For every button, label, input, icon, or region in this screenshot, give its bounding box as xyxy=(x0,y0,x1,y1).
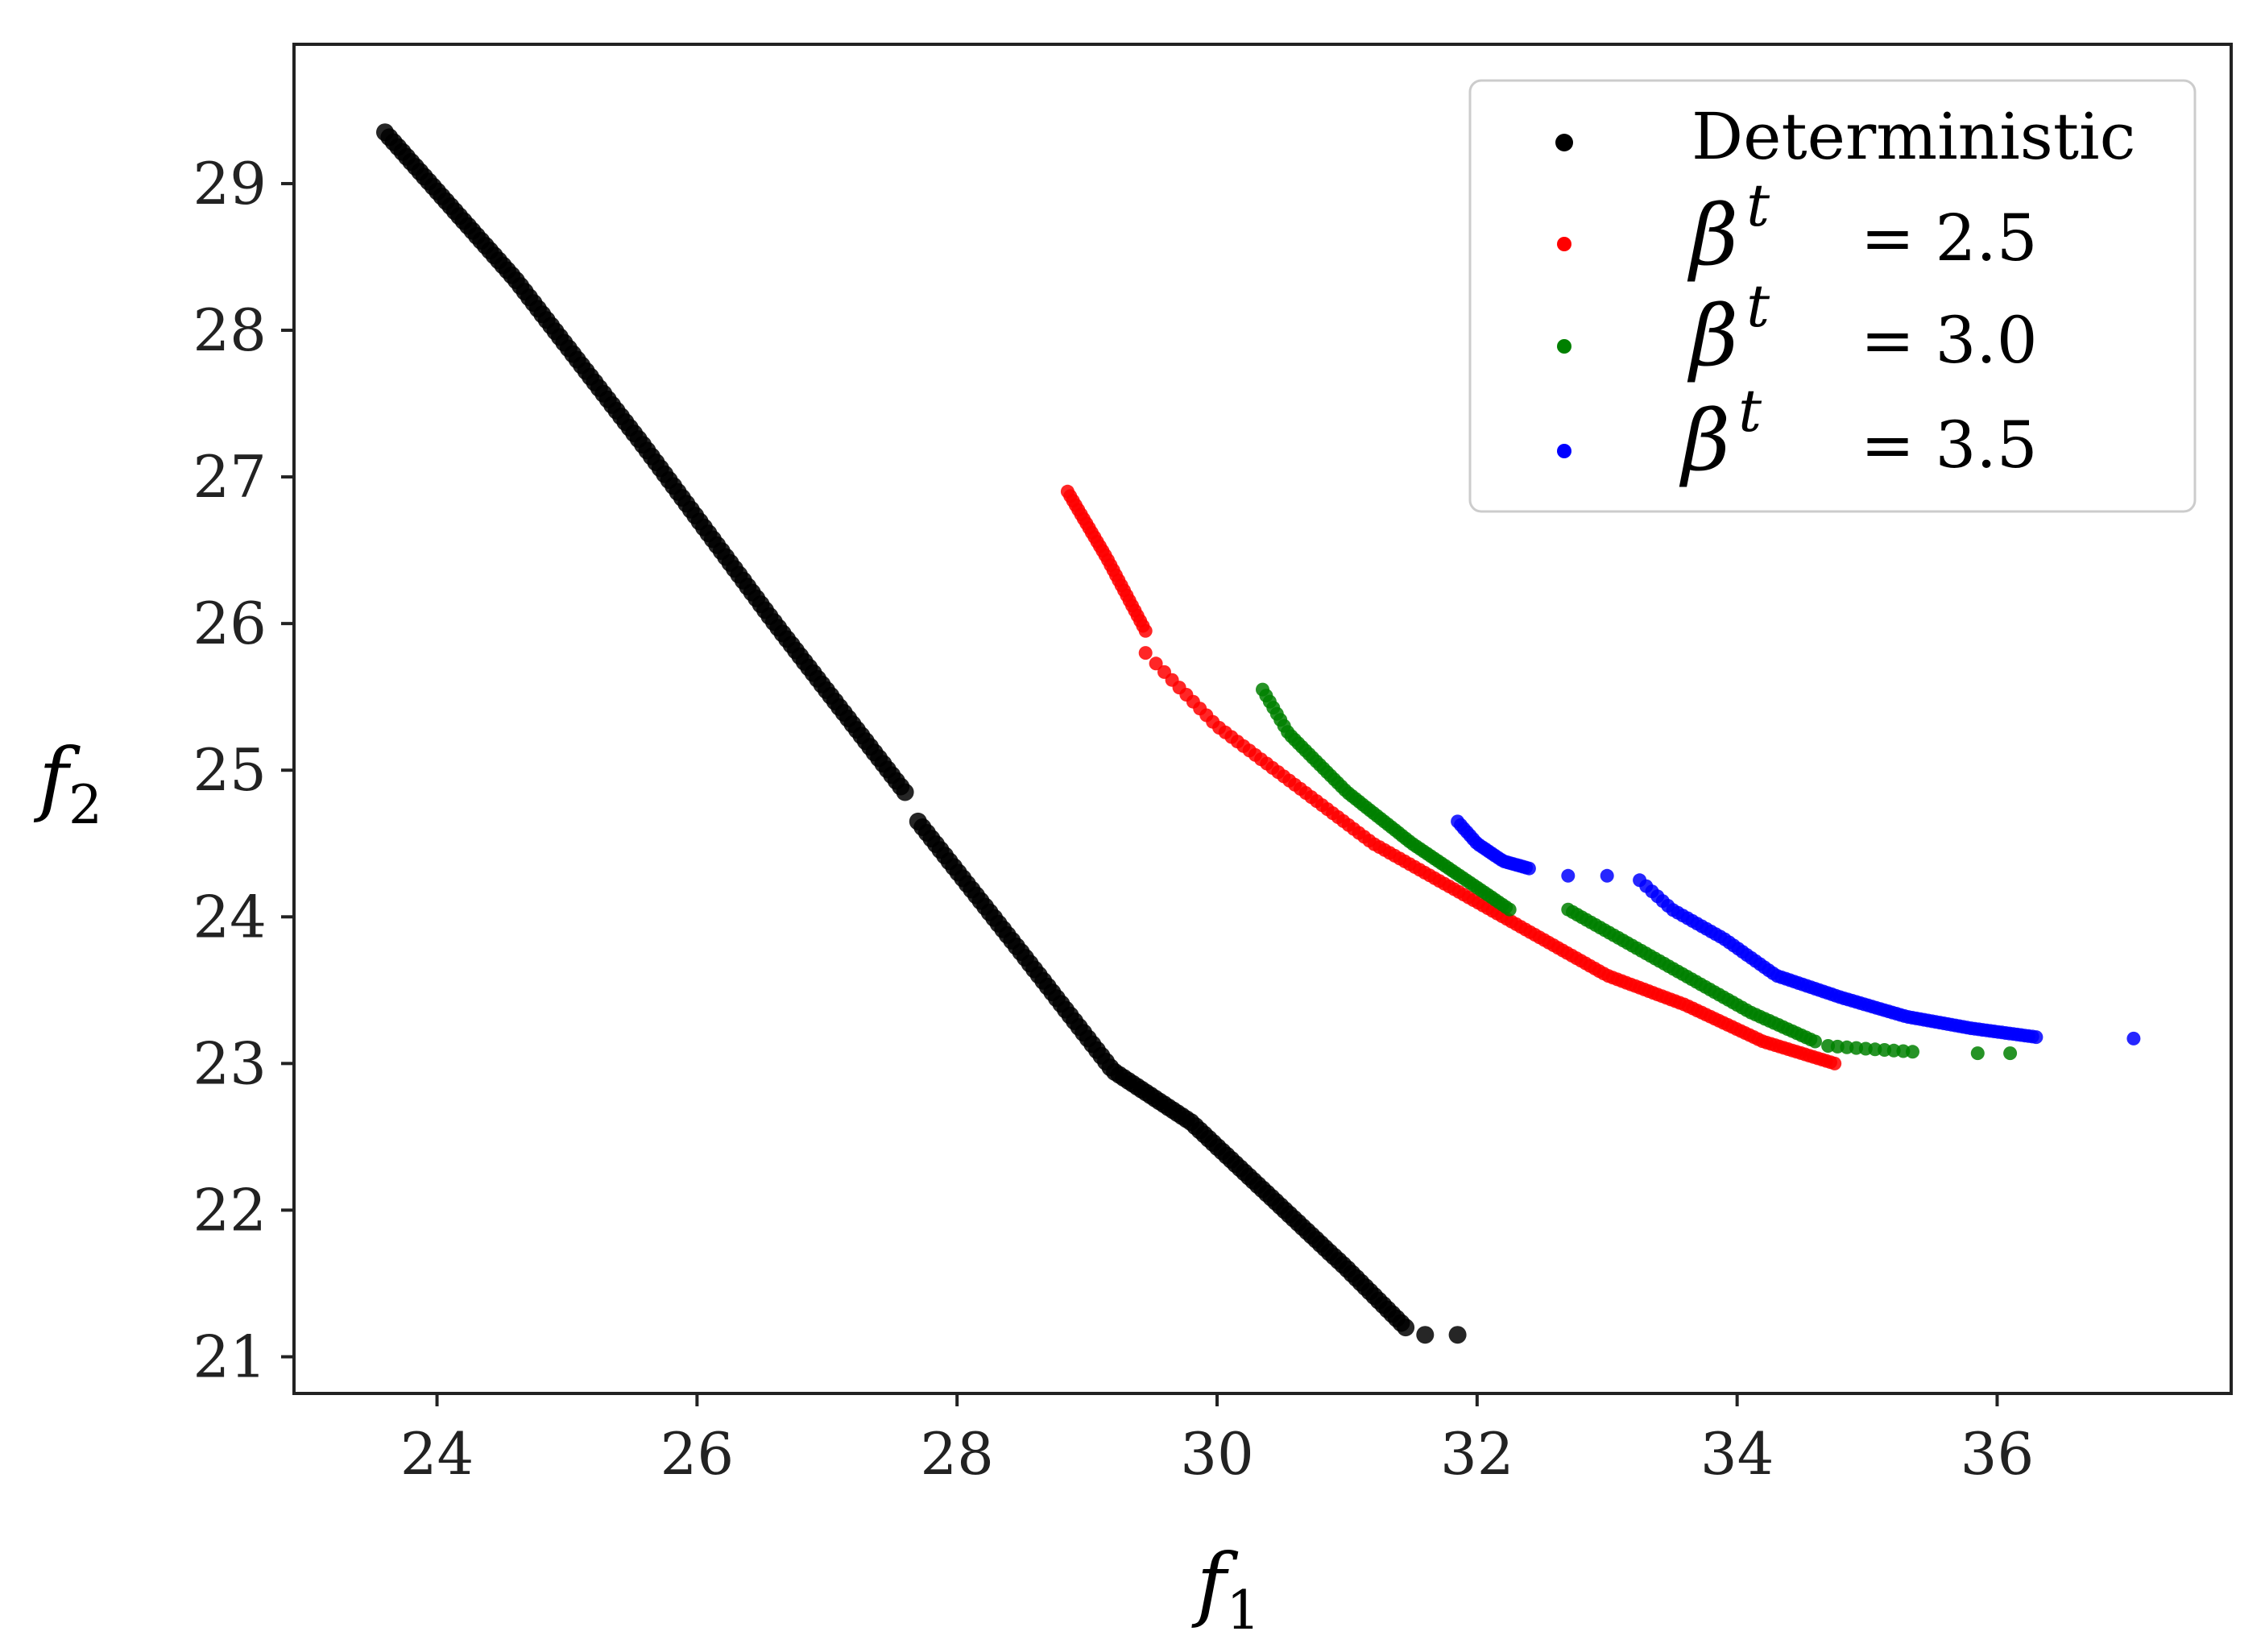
data-point xyxy=(1149,656,1163,671)
data-point xyxy=(896,783,914,801)
y-tick-label: 24 xyxy=(193,883,267,950)
x-tick-label: 28 xyxy=(920,1420,994,1488)
series-3 xyxy=(1451,814,2141,1045)
data-point xyxy=(1138,623,1153,638)
legend-beta-sup-3-5: t xyxy=(1738,377,1762,445)
y-tick-label: 28 xyxy=(193,296,267,364)
legend-beta-sup-3-0: t xyxy=(1746,272,1770,340)
legend-box xyxy=(1468,79,2197,513)
legend-label-beta-3-5: = 3.5 xyxy=(1861,408,2038,482)
data-point xyxy=(1808,1034,1822,1049)
data-point xyxy=(1828,1056,1842,1070)
x-tick-label: 32 xyxy=(1440,1420,1514,1488)
data-point xyxy=(1522,861,1536,876)
data-points xyxy=(376,123,2141,1344)
data-point xyxy=(1561,868,1576,883)
y-tick-label: 29 xyxy=(193,150,267,217)
x-tick-label: 36 xyxy=(1961,1420,2035,1488)
series-2 xyxy=(1256,682,2018,1061)
legend-label-beta-2-5: = 2.5 xyxy=(1861,201,2038,275)
legend-marker-beta-3-5 xyxy=(1557,444,1571,458)
y-tick-label: 26 xyxy=(193,590,267,657)
legend-beta-symbol-2-5: β xyxy=(1687,186,1738,284)
x-axis-label-sub: 1 xyxy=(1227,1580,1261,1642)
data-point xyxy=(1416,1326,1435,1344)
series-0 xyxy=(376,123,1467,1344)
y-tick-label: 21 xyxy=(193,1323,267,1390)
series-1 xyxy=(1060,484,1842,1070)
y-tick-label: 22 xyxy=(193,1176,267,1244)
data-point xyxy=(1138,646,1153,660)
x-tick-label: 26 xyxy=(660,1420,735,1488)
legend-beta-symbol-3-5: β xyxy=(1679,391,1730,490)
y-axis-label-sub: 2 xyxy=(68,774,102,836)
x-tick-label: 24 xyxy=(400,1420,474,1488)
y-tick-label: 23 xyxy=(193,1029,267,1097)
y-axis-ticks: 21 22 23 24 25 26 27 28 29 xyxy=(193,150,294,1390)
data-point xyxy=(2126,1031,2141,1045)
data-point xyxy=(2003,1046,2018,1061)
data-point xyxy=(1970,1046,1985,1061)
legend-label-deterministic: Deterministic xyxy=(1692,99,2135,174)
plot-frame xyxy=(292,43,2233,1395)
legend-marker-deterministic xyxy=(1555,134,1573,151)
legend-label-beta-3-0: = 3.0 xyxy=(1861,303,2038,378)
y-tick-label: 25 xyxy=(193,736,267,804)
x-axis-ticks: 24 26 28 30 32 34 36 xyxy=(400,1393,2035,1488)
y-tick-label: 27 xyxy=(193,443,267,511)
data-point xyxy=(1448,1326,1467,1344)
data-point xyxy=(1906,1045,1919,1059)
x-tick-label: 30 xyxy=(1180,1420,1254,1488)
data-point xyxy=(1600,868,1614,883)
x-tick-label: 34 xyxy=(1700,1420,1774,1488)
legend-marker-beta-2-5 xyxy=(1557,237,1571,251)
data-point xyxy=(2029,1030,2043,1045)
legend-beta-sup-2-5: t xyxy=(1746,172,1770,239)
legend-marker-beta-3-0 xyxy=(1557,339,1571,354)
data-point xyxy=(1397,1319,1415,1337)
legend-beta-symbol-3-0: β xyxy=(1687,287,1738,385)
data-point xyxy=(1502,902,1517,917)
